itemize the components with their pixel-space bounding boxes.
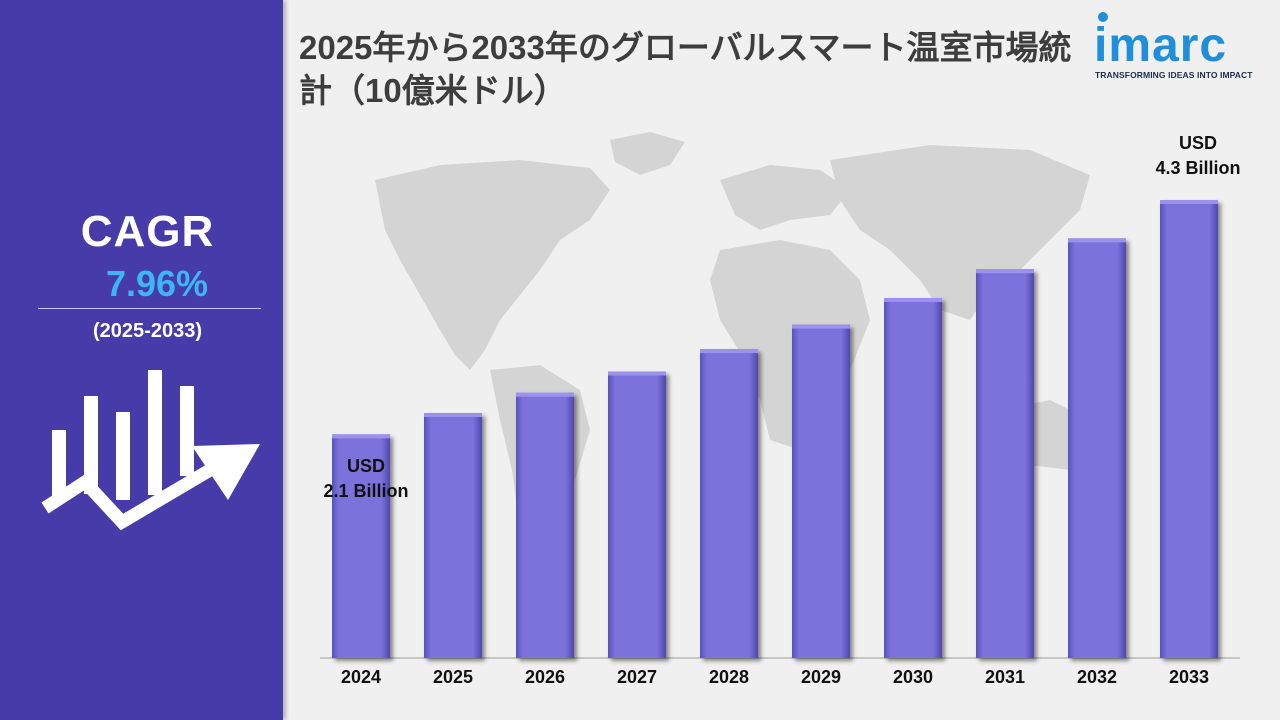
- bar-2026: [516, 392, 574, 658]
- cagr-value: 7.96%: [105, 263, 209, 304]
- x-tick-label-2024: 2024: [341, 667, 381, 687]
- bar-cap-2031: [976, 269, 1034, 274]
- cagr-panel: CAGR 7.96% (2025-2033): [0, 0, 283, 720]
- annotation-2024: USD 2.1 Billion: [296, 454, 436, 504]
- bar-cap-2029: [792, 324, 850, 329]
- bar-2027: [608, 371, 666, 658]
- growth-chart-arrow-icon: [41, 370, 260, 531]
- annotation-2033-line2: 4.3 Billion: [1155, 158, 1241, 178]
- bar-2031: [976, 269, 1034, 658]
- bar-cap-2027: [608, 371, 666, 376]
- bar-2030: [884, 297, 942, 658]
- bar-cap-2025: [424, 413, 482, 418]
- chart-title: 2025年から2033年のグローバルスマート温室市場統計（10億米ドル）: [299, 29, 1072, 109]
- bar-chart: 2024 2025 2026 2027 2028 2029 2030 2031 2032 2033…: [290, 120, 1270, 705]
- bar-cap-2032: [1068, 238, 1126, 243]
- bar-cap-2033: [1160, 200, 1218, 204]
- x-tick-label-2032: 2032: [1077, 667, 1117, 687]
- x-tick-label-2031: 2031: [985, 667, 1025, 687]
- bar-chart-svg: 2024 2025 2026 2027 2028 2029 2030 2031 2032 2033: [320, 132, 1240, 687]
- x-tick-label-2027: 2027: [617, 667, 657, 687]
- bar-2025: [424, 413, 482, 658]
- annotation-2024-line2: 2.1 Billion: [323, 481, 409, 501]
- annotation-2033-line1: USD: [1178, 133, 1217, 153]
- x-tick-label-2033: 2033: [1169, 667, 1209, 687]
- bar-2029: [792, 324, 850, 658]
- cagr-period: (2025-2033): [93, 320, 202, 342]
- x-tick-label-2029: 2029: [801, 667, 841, 687]
- x-tick-label-2030: 2030: [893, 667, 933, 687]
- annotation-2024-line1: USD: [346, 456, 385, 476]
- bar-cap-2028: [700, 349, 758, 354]
- bar-cap-2026: [516, 392, 574, 397]
- bar-2024: [332, 434, 390, 658]
- bar-2028: [700, 349, 758, 658]
- cagr-divider: [38, 308, 261, 309]
- cagr-label: CAGR: [80, 207, 215, 256]
- x-tick-label-2028: 2028: [709, 667, 749, 687]
- bar-2032: [1068, 238, 1126, 658]
- bar-2033: [1160, 200, 1218, 658]
- bar-cap-2030: [884, 297, 942, 302]
- x-tick-label-2026: 2026: [525, 667, 565, 687]
- logo-dot-icon: [1098, 12, 1108, 22]
- imarc-logo: imarc TRANSFORMING IDEAS INTO IMPACT: [1090, 12, 1270, 84]
- logo-brand: imarc: [1094, 19, 1228, 72]
- x-tick-label-2025: 2025: [433, 667, 473, 687]
- bar-cap-2024: [332, 434, 390, 439]
- logo-tagline: TRANSFORMING IDEAS INTO IMPACT: [1095, 70, 1253, 80]
- annotation-2033: USD 4.3 Billion: [1128, 131, 1268, 181]
